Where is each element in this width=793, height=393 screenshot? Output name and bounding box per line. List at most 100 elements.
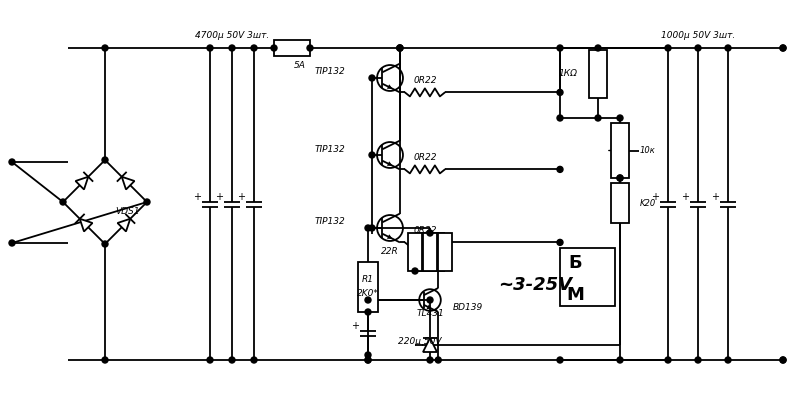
Text: 1КΩ: 1КΩ — [559, 70, 578, 79]
Circle shape — [557, 239, 563, 245]
Text: +: + — [215, 191, 223, 202]
Polygon shape — [122, 177, 135, 189]
Circle shape — [617, 115, 623, 121]
Circle shape — [365, 225, 371, 231]
Bar — [589, 50, 607, 98]
Circle shape — [435, 357, 441, 363]
Polygon shape — [387, 234, 393, 239]
Circle shape — [271, 45, 277, 51]
Text: 0R22: 0R22 — [413, 153, 437, 162]
Circle shape — [397, 45, 403, 51]
Text: 22R: 22R — [381, 248, 399, 257]
Circle shape — [557, 166, 563, 173]
Circle shape — [427, 297, 433, 303]
Text: K20: K20 — [640, 198, 657, 208]
Circle shape — [251, 45, 257, 51]
Circle shape — [725, 357, 731, 363]
Circle shape — [229, 357, 235, 363]
Text: TIP132: TIP132 — [314, 68, 345, 77]
Circle shape — [307, 45, 313, 51]
Polygon shape — [387, 84, 393, 89]
Text: +: + — [237, 191, 245, 202]
Circle shape — [617, 357, 623, 363]
Circle shape — [695, 45, 701, 51]
Circle shape — [397, 45, 403, 51]
Circle shape — [102, 157, 108, 163]
Text: +: + — [711, 191, 719, 202]
Text: 4700μ 50V 3шт.: 4700μ 50V 3шт. — [195, 31, 269, 40]
Circle shape — [369, 75, 375, 81]
Circle shape — [427, 357, 433, 363]
Polygon shape — [117, 219, 130, 231]
Polygon shape — [75, 177, 88, 189]
Circle shape — [780, 45, 786, 51]
Text: 220μ 50V: 220μ 50V — [398, 337, 442, 346]
Circle shape — [365, 357, 371, 363]
Circle shape — [207, 357, 213, 363]
Text: 0R22: 0R22 — [413, 226, 437, 235]
Bar — [358, 262, 378, 312]
Circle shape — [665, 45, 671, 51]
Bar — [274, 40, 310, 56]
Circle shape — [365, 309, 371, 315]
Text: VDS1: VDS1 — [115, 208, 140, 217]
Circle shape — [102, 45, 108, 51]
Circle shape — [595, 45, 601, 51]
Text: 0R22: 0R22 — [413, 76, 437, 85]
Polygon shape — [387, 161, 393, 166]
Circle shape — [665, 357, 671, 363]
Circle shape — [780, 45, 786, 51]
Circle shape — [365, 352, 371, 358]
Circle shape — [369, 225, 375, 231]
Bar — [611, 123, 629, 178]
Circle shape — [617, 175, 623, 181]
Bar — [423, 233, 437, 271]
Polygon shape — [423, 338, 437, 352]
Circle shape — [207, 45, 213, 51]
Circle shape — [780, 357, 786, 363]
Text: Б: Б — [569, 254, 582, 272]
Circle shape — [557, 115, 563, 121]
Polygon shape — [80, 219, 93, 231]
Text: R1: R1 — [362, 275, 374, 285]
Circle shape — [365, 357, 371, 363]
Text: TL431: TL431 — [416, 309, 444, 318]
Circle shape — [617, 175, 623, 181]
Text: 1000μ 50V 3шт.: 1000μ 50V 3шт. — [661, 31, 735, 40]
Text: 2K0*: 2K0* — [357, 290, 379, 299]
Circle shape — [365, 297, 371, 303]
Circle shape — [9, 159, 15, 165]
Circle shape — [725, 45, 731, 51]
Polygon shape — [427, 305, 432, 309]
Text: BD139: BD139 — [453, 303, 483, 312]
Text: +: + — [193, 191, 201, 202]
Circle shape — [695, 357, 701, 363]
Text: TIP132: TIP132 — [314, 217, 345, 226]
Circle shape — [557, 357, 563, 363]
Text: 10к: 10к — [640, 146, 656, 155]
Bar — [438, 233, 452, 271]
Circle shape — [229, 45, 235, 51]
Circle shape — [780, 357, 786, 363]
Circle shape — [251, 357, 257, 363]
Circle shape — [60, 199, 66, 205]
Circle shape — [557, 89, 563, 95]
Bar — [408, 233, 422, 271]
Circle shape — [557, 45, 563, 51]
Text: ~3-25V: ~3-25V — [498, 276, 572, 294]
Circle shape — [412, 268, 418, 274]
Text: 5A: 5A — [294, 61, 306, 70]
Bar — [560, 248, 615, 306]
Circle shape — [595, 115, 601, 121]
Text: +: + — [681, 191, 689, 202]
Circle shape — [102, 241, 108, 247]
Text: +: + — [351, 321, 359, 331]
Circle shape — [144, 199, 150, 205]
Text: М: М — [566, 286, 584, 304]
Bar — [611, 183, 629, 223]
Circle shape — [9, 240, 15, 246]
Circle shape — [369, 152, 375, 158]
Text: +: + — [651, 191, 659, 202]
Circle shape — [397, 45, 403, 51]
Circle shape — [102, 357, 108, 363]
